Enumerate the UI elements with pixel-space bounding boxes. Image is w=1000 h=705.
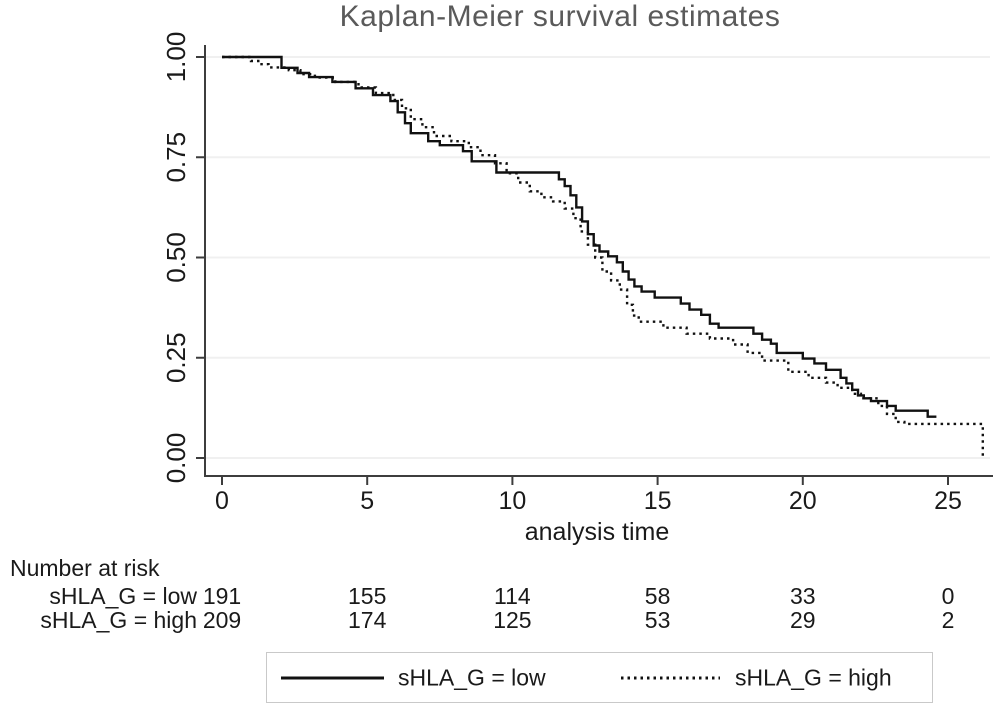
km-curve-low <box>222 55 937 418</box>
x-tick-label: 10 <box>498 487 526 515</box>
legend: sHLA_G = low sHLA_G = high <box>266 652 933 703</box>
risk-row-label-low: sHLA_G = low <box>49 583 197 609</box>
y-tick-label: 0.50 <box>161 232 191 283</box>
risk-count: 209 <box>202 607 242 633</box>
risk-count: 0 <box>941 583 955 609</box>
risk-count: 174 <box>348 607 387 633</box>
km-curve-high <box>222 55 984 458</box>
legend-label-high: sHLA_G = high <box>735 664 892 690</box>
risk-table-header: Number at risk <box>10 555 160 581</box>
risk-row-label-high: sHLA_G = high <box>40 607 197 633</box>
y-tick-label: 0.00 <box>161 433 191 484</box>
y-tick-label: 1.00 <box>161 32 191 83</box>
legend-solid-line-sample <box>281 676 384 679</box>
risk-count: 33 <box>790 583 816 609</box>
legend-label-low: sHLA_G = low <box>398 664 546 690</box>
risk-count: 29 <box>790 607 816 633</box>
legend-dotted-line-sample <box>621 676 720 679</box>
x-tick-label: 15 <box>644 487 672 515</box>
y-tick-label: 0.75 <box>161 132 191 183</box>
risk-count: 155 <box>348 583 387 609</box>
risk-count: 58 <box>644 583 671 609</box>
y-tick-label: 0.25 <box>161 332 191 383</box>
risk-count: 114 <box>494 583 531 609</box>
risk-count: 191 <box>202 583 242 609</box>
x-tick-label: 5 <box>360 487 374 515</box>
risk-count: 125 <box>493 607 532 633</box>
risk-count: 53 <box>644 607 671 633</box>
chart-title: Kaplan-Meier survival estimates <box>339 0 781 33</box>
risk-count: 2 <box>941 607 955 633</box>
x-axis-label: analysis time <box>524 518 670 546</box>
x-tick-label: 0 <box>215 487 229 515</box>
x-tick-label: 20 <box>789 487 817 515</box>
x-tick-label: 25 <box>934 487 962 515</box>
